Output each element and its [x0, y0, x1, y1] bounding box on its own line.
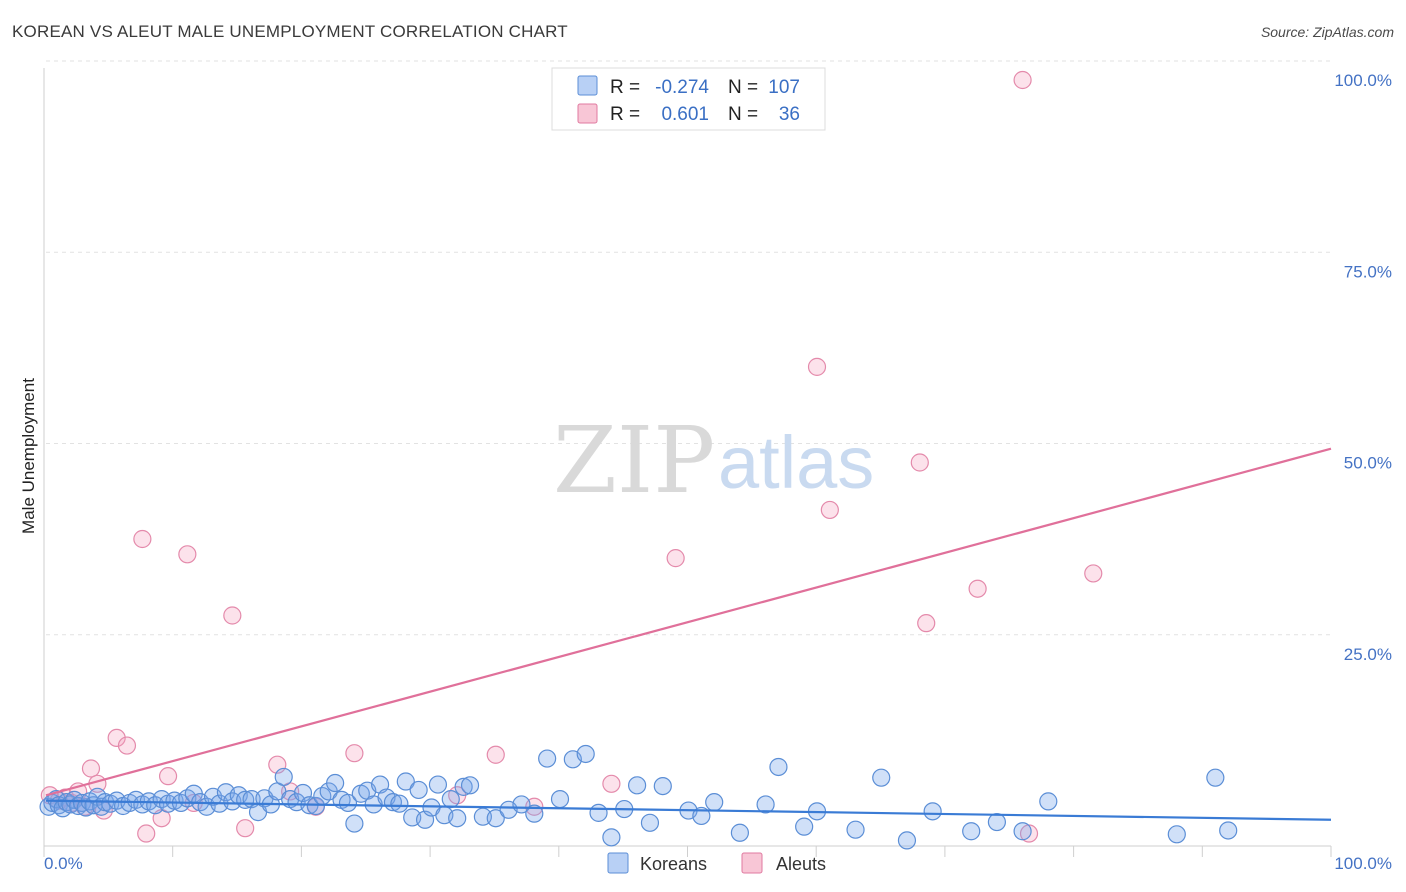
koreans-point-101 — [987, 812, 1007, 832]
koreans-point-69 — [441, 789, 460, 809]
aleuts-point-22 — [345, 744, 364, 763]
y-tick-label-1: 50.0% — [1344, 454, 1392, 473]
legend-r-value-koreans: -0.274 — [655, 77, 709, 98]
legend-r-value-aleuts: 0.601 — [661, 104, 709, 125]
koreans-point-81 — [576, 744, 595, 764]
koreans-point-77 — [525, 804, 544, 823]
aleuts-point-32 — [968, 579, 987, 598]
aleuts-point-27 — [666, 549, 685, 568]
aleuts-point-28 — [807, 357, 827, 376]
aleuts-point-17 — [223, 606, 242, 625]
aleuts-point-35 — [1084, 564, 1103, 583]
legend-n-value-aleuts: 36 — [779, 104, 800, 125]
aleuts-point-9 — [107, 728, 126, 748]
aleuts-point-30 — [910, 453, 929, 472]
koreans-point-64 — [409, 780, 428, 800]
koreans-point-106 — [1219, 821, 1238, 840]
legend-swatch-aleuts — [577, 103, 598, 124]
chart-title: KOREAN VS ALEUT MALE UNEMPLOYMENT CORREL… — [12, 22, 568, 41]
koreans-point-96 — [846, 820, 865, 839]
aleuts-point-6 — [81, 759, 101, 778]
koreans-point-78 — [538, 749, 557, 768]
watermark: ZIP atlas — [553, 407, 874, 514]
koreans-point-97 — [872, 768, 891, 787]
koreans-point-93 — [769, 757, 788, 777]
bottom-legend-swatch-koreans — [607, 852, 629, 874]
aleuts-point-14 — [158, 767, 178, 786]
legend-r-label-koreans: R = — [610, 77, 640, 98]
koreans-point-79 — [550, 789, 570, 809]
aleuts-point-24 — [486, 745, 505, 764]
koreans-point-94 — [795, 817, 814, 836]
y-tick-label-3: 100.0% — [1334, 71, 1392, 90]
koreans-point-43 — [274, 767, 293, 787]
koreans-point-54 — [345, 814, 364, 833]
tick-labels: 25.0% 50.0% 75.0% 100.0% 0.0% 100.0% — [44, 71, 1392, 873]
koreans-point-103 — [1039, 792, 1058, 811]
koreans-point-87 — [653, 776, 672, 796]
koreans-point-82 — [589, 803, 608, 822]
watermark-atlas: atlas — [718, 421, 874, 504]
koreans-point-72 — [460, 776, 480, 795]
bottom-legend-swatch-aleuts — [741, 852, 763, 874]
koreans-point-86 — [640, 813, 660, 832]
koreans-point-71 — [454, 777, 473, 796]
koreans-point-61 — [390, 794, 409, 813]
aleuts-trend-line — [45, 447, 1332, 797]
koreans-point-90 — [705, 793, 724, 812]
koreans-point-53 — [338, 793, 358, 813]
aleuts-point-26 — [602, 774, 621, 793]
axes — [43, 68, 1332, 857]
koreans-point-67 — [428, 775, 448, 794]
bottom-legend-label-aleuts: Aleuts — [776, 854, 826, 874]
koreans-point-92 — [756, 795, 775, 814]
legend-n-label-koreans: N = — [728, 77, 758, 98]
x-tick-label-1: 100.0% — [1334, 854, 1392, 873]
aleuts-point-15 — [178, 545, 197, 564]
koreans-point-89 — [692, 806, 711, 826]
trend-lines — [45, 447, 1332, 821]
aleuts-point-11 — [133, 529, 152, 549]
source-credit: Source: ZipAtlas.com — [1260, 24, 1394, 40]
koreans-point-98 — [897, 831, 917, 850]
koreans-point-85 — [627, 776, 647, 795]
koreans-point-99 — [923, 802, 942, 821]
koreans-point-48 — [306, 796, 325, 816]
legend-n-label-aleuts: N = — [728, 104, 758, 125]
aleuts-point-10 — [117, 736, 137, 755]
koreans-point-102 — [1013, 822, 1032, 841]
legend-n-value-koreans: 107 — [768, 77, 800, 98]
koreans-point-100 — [962, 822, 981, 841]
legend-r-label-aleuts: R = — [610, 104, 640, 125]
series-legend: Koreans Aleuts — [607, 852, 826, 874]
koreans-point-91 — [730, 823, 750, 842]
y-tick-label-2: 75.0% — [1344, 262, 1392, 281]
koreans-point-83 — [602, 828, 621, 847]
koreans-trend-line — [45, 799, 1332, 821]
aleuts-point-31 — [917, 614, 936, 633]
correlation-legend: R = -0.274 N = 107 R = 0.601 N = 36 — [551, 67, 826, 131]
koreans-point-62 — [396, 772, 415, 791]
aleuts-point-29 — [820, 500, 839, 520]
watermark-zip: ZIP — [553, 407, 715, 514]
y-axis-label: Male Unemployment — [19, 378, 38, 534]
koreans-point-104 — [1167, 825, 1186, 844]
koreans-point-51 — [326, 773, 345, 793]
bottom-legend-label-koreans: Koreans — [640, 854, 707, 874]
legend-swatch-koreans — [577, 75, 598, 96]
koreans-point-74 — [486, 809, 505, 828]
y-tick-label-0: 25.0% — [1344, 645, 1392, 664]
aleuts-point-18 — [236, 819, 255, 838]
koreans-point-105 — [1206, 768, 1225, 787]
aleuts-point-33 — [1013, 70, 1032, 90]
koreans-point-70 — [448, 809, 467, 828]
koreans-points — [39, 744, 1238, 850]
aleuts-point-12 — [137, 824, 156, 843]
grid — [46, 60, 1331, 636]
x-tick-label-0: 0.0% — [44, 854, 83, 873]
